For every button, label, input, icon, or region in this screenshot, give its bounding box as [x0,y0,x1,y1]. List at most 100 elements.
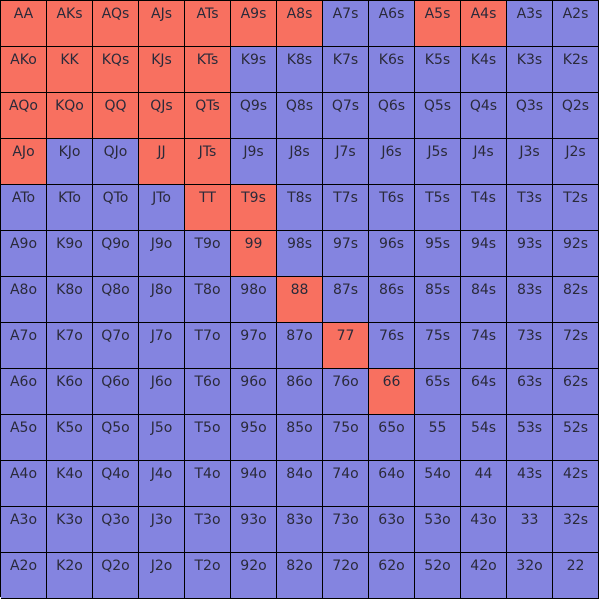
hand-cell-T2s[interactable]: T2s [553,185,599,231]
hand-cell-54o[interactable]: 54o [415,461,461,507]
hand-cell-85o[interactable]: 85o [277,415,323,461]
hand-cell-J5s[interactable]: J5s [415,139,461,185]
hand-cell-A8o[interactable]: A8o [1,277,47,323]
hand-cell-QTo[interactable]: QTo [93,185,139,231]
hand-cell-K6o[interactable]: K6o [47,369,93,415]
hand-cell-82o[interactable]: 82o [277,553,323,599]
hand-cell-55[interactable]: 55 [415,415,461,461]
hand-cell-AKs[interactable]: AKs [47,1,93,47]
hand-cell-95o[interactable]: 95o [231,415,277,461]
hand-cell-53o[interactable]: 53o [415,507,461,553]
hand-cell-43o[interactable]: 43o [461,507,507,553]
hand-cell-32o[interactable]: 32o [507,553,553,599]
hand-cell-A9o[interactable]: A9o [1,231,47,277]
hand-cell-98s[interactable]: 98s [277,231,323,277]
hand-cell-32s[interactable]: 32s [553,507,599,553]
hand-cell-T8o[interactable]: T8o [185,277,231,323]
hand-cell-52s[interactable]: 52s [553,415,599,461]
hand-cell-T5o[interactable]: T5o [185,415,231,461]
hand-cell-63o[interactable]: 63o [369,507,415,553]
hand-cell-62o[interactable]: 62o [369,553,415,599]
hand-cell-66[interactable]: 66 [369,369,415,415]
hand-cell-K2o[interactable]: K2o [47,553,93,599]
hand-cell-75o[interactable]: 75o [323,415,369,461]
hand-cell-AJo[interactable]: AJo [1,139,47,185]
hand-cell-J3s[interactable]: J3s [507,139,553,185]
hand-cell-J6s[interactable]: J6s [369,139,415,185]
hand-cell-A8s[interactable]: A8s [277,1,323,47]
hand-cell-92o[interactable]: 92o [231,553,277,599]
hand-cell-T6s[interactable]: T6s [369,185,415,231]
hand-cell-86s[interactable]: 86s [369,277,415,323]
hand-cell-86o[interactable]: 86o [277,369,323,415]
hand-cell-QTs[interactable]: QTs [185,93,231,139]
hand-cell-Q6s[interactable]: Q6s [369,93,415,139]
hand-cell-J6o[interactable]: J6o [139,369,185,415]
hand-cell-42o[interactable]: 42o [461,553,507,599]
hand-cell-94o[interactable]: 94o [231,461,277,507]
hand-cell-Q2s[interactable]: Q2s [553,93,599,139]
hand-cell-T8s[interactable]: T8s [277,185,323,231]
hand-cell-T2o[interactable]: T2o [185,553,231,599]
hand-cell-A6o[interactable]: A6o [1,369,47,415]
hand-cell-Q7o[interactable]: Q7o [93,323,139,369]
hand-cell-97o[interactable]: 97o [231,323,277,369]
hand-cell-Q8s[interactable]: Q8s [277,93,323,139]
hand-cell-ATs[interactable]: ATs [185,1,231,47]
hand-cell-42s[interactable]: 42s [553,461,599,507]
hand-cell-J7o[interactable]: J7o [139,323,185,369]
hand-cell-96o[interactable]: 96o [231,369,277,415]
hand-cell-A7s[interactable]: A7s [323,1,369,47]
hand-cell-KQs[interactable]: KQs [93,47,139,93]
hand-cell-74s[interactable]: 74s [461,323,507,369]
hand-cell-KQo[interactable]: KQo [47,93,93,139]
hand-cell-52o[interactable]: 52o [415,553,461,599]
hand-cell-53s[interactable]: 53s [507,415,553,461]
hand-cell-J5o[interactable]: J5o [139,415,185,461]
hand-cell-KTs[interactable]: KTs [185,47,231,93]
hand-cell-AKo[interactable]: AKo [1,47,47,93]
hand-cell-K5o[interactable]: K5o [47,415,93,461]
hand-cell-TT[interactable]: TT [185,185,231,231]
hand-cell-83o[interactable]: 83o [277,507,323,553]
hand-cell-33[interactable]: 33 [507,507,553,553]
hand-cell-K8s[interactable]: K8s [277,47,323,93]
hand-cell-Q4o[interactable]: Q4o [93,461,139,507]
hand-cell-A4o[interactable]: A4o [1,461,47,507]
hand-cell-93s[interactable]: 93s [507,231,553,277]
hand-cell-K6s[interactable]: K6s [369,47,415,93]
hand-cell-97s[interactable]: 97s [323,231,369,277]
hand-cell-94s[interactable]: 94s [461,231,507,277]
hand-cell-AJs[interactable]: AJs [139,1,185,47]
hand-cell-84s[interactable]: 84s [461,277,507,323]
hand-cell-Q5o[interactable]: Q5o [93,415,139,461]
hand-cell-J4s[interactable]: J4s [461,139,507,185]
hand-cell-T7s[interactable]: T7s [323,185,369,231]
hand-cell-AA[interactable]: AA [1,1,47,47]
hand-cell-65o[interactable]: 65o [369,415,415,461]
hand-cell-T5s[interactable]: T5s [415,185,461,231]
hand-cell-62s[interactable]: 62s [553,369,599,415]
hand-cell-T3s[interactable]: T3s [507,185,553,231]
hand-cell-Q8o[interactable]: Q8o [93,277,139,323]
hand-cell-Q5s[interactable]: Q5s [415,93,461,139]
hand-cell-22[interactable]: 22 [553,553,599,599]
hand-cell-K9s[interactable]: K9s [231,47,277,93]
hand-cell-73o[interactable]: 73o [323,507,369,553]
hand-cell-A9s[interactable]: A9s [231,1,277,47]
hand-cell-74o[interactable]: 74o [323,461,369,507]
hand-cell-J8s[interactable]: J8s [277,139,323,185]
hand-cell-A3s[interactable]: A3s [507,1,553,47]
hand-cell-KJo[interactable]: KJo [47,139,93,185]
hand-cell-T4o[interactable]: T4o [185,461,231,507]
hand-cell-64o[interactable]: 64o [369,461,415,507]
hand-cell-Q6o[interactable]: Q6o [93,369,139,415]
hand-cell-84o[interactable]: 84o [277,461,323,507]
hand-cell-J4o[interactable]: J4o [139,461,185,507]
hand-cell-J3o[interactable]: J3o [139,507,185,553]
hand-cell-K9o[interactable]: K9o [47,231,93,277]
hand-cell-73s[interactable]: 73s [507,323,553,369]
hand-cell-QQ[interactable]: QQ [93,93,139,139]
hand-cell-93o[interactable]: 93o [231,507,277,553]
hand-cell-Q2o[interactable]: Q2o [93,553,139,599]
